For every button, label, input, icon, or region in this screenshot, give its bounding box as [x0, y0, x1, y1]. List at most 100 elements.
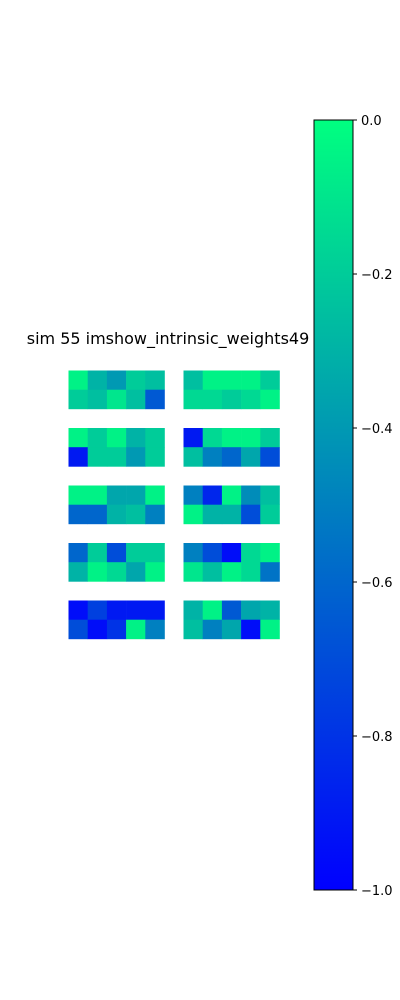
heatmap-cell [202, 504, 223, 525]
heatmap-cell [68, 447, 88, 467]
heatmap-cell [106, 485, 127, 505]
heatmap-panel-2 [183, 370, 280, 410]
heatmap-cell [145, 619, 165, 640]
heatmap-cell [183, 370, 203, 390]
heatmap-cell [68, 562, 88, 582]
heatmap-cell [87, 543, 108, 563]
heatmap-cell [106, 600, 127, 620]
heatmap-cell [145, 485, 165, 505]
heatmap-cell [106, 428, 127, 448]
heatmap-cell [260, 370, 280, 390]
heatmap-cell [126, 504, 146, 525]
heatmap-cell [87, 447, 108, 467]
heatmap-cell [241, 600, 261, 620]
heatmap-cell [241, 485, 261, 505]
heatmap-cell [126, 447, 146, 467]
heatmap-cell [260, 562, 280, 582]
heatmap-cell [68, 428, 88, 448]
heatmap-cell [221, 370, 242, 390]
heatmap-cell [145, 600, 165, 620]
heatmap-cell [241, 370, 261, 390]
heatmap-cell [106, 543, 127, 563]
heatmap-panel-10 [183, 600, 280, 640]
heatmap-cell [183, 428, 203, 448]
heatmap-cell [126, 370, 146, 390]
heatmap-cell [202, 447, 223, 467]
heatmap-cell [87, 619, 108, 640]
heatmap-cell [183, 543, 203, 563]
heatmap-cell [241, 619, 261, 640]
heatmap-cell [68, 485, 88, 505]
heatmap-panel-6 [183, 485, 280, 525]
heatmap-cell [106, 562, 127, 582]
heatmap-cell [260, 543, 280, 563]
heatmap-cell [87, 562, 108, 582]
heatmap-cell [183, 562, 203, 582]
heatmap-panel-8 [183, 543, 280, 582]
heatmap-cell [260, 389, 280, 410]
colorbar-tick-label: −0.8 [361, 730, 393, 745]
heatmap-cell [202, 428, 223, 448]
heatmap-cell [241, 428, 261, 448]
heatmap-cell [221, 485, 242, 505]
heatmap-cell [221, 619, 242, 640]
heatmap-cell [183, 485, 203, 505]
heatmap-cell [221, 504, 242, 525]
heatmap-cell [221, 543, 242, 563]
colorbar-tick-label: 0.0 [361, 114, 382, 129]
heatmap-cell [260, 619, 280, 640]
heatmap-cell [87, 389, 108, 410]
heatmap-cell [106, 619, 127, 640]
heatmap-cell [126, 600, 146, 620]
heatmap-panel-9 [68, 600, 165, 640]
heatmap-cell [145, 370, 165, 390]
heatmap-cell [260, 485, 280, 505]
heatmap-cell [68, 600, 88, 620]
heatmap-cell [202, 562, 223, 582]
colorbar-ticks: 0.0 −0.2 −0.4 −0.6 −0.8 −1.0 [353, 114, 393, 899]
heatmap-panel-4 [183, 428, 280, 467]
heatmap-cell [106, 370, 127, 390]
heatmap-cell [68, 389, 88, 410]
colorbar-tick-label: −1.0 [361, 884, 393, 899]
heatmap-cell [68, 543, 88, 563]
heatmap-panel-5 [68, 485, 165, 525]
heatmap-cell [241, 447, 261, 467]
heatmap-cell [87, 370, 108, 390]
heatmap-cell [183, 619, 203, 640]
colorbar-tick-label: −0.2 [361, 268, 393, 283]
heatmap-cell [87, 428, 108, 448]
chart-title: sim 55 imshow_intrinsic_weights49 [27, 329, 310, 349]
heatmap-cell [126, 562, 146, 582]
heatmap-cell [126, 428, 146, 448]
heatmap-cell [106, 447, 127, 467]
heatmap-cell [145, 447, 165, 467]
heatmap-cell [241, 504, 261, 525]
heatmap-cell [145, 562, 165, 582]
heatmap-cell [221, 447, 242, 467]
heatmap-cell [68, 370, 88, 390]
heatmap-cell [183, 389, 203, 410]
colorbar-gradient [313, 119, 354, 891]
heatmap-cell [202, 370, 223, 390]
heatmap-cell [260, 504, 280, 525]
colorbar-tick-label: −0.4 [361, 422, 393, 437]
heatmap-cell [202, 600, 223, 620]
heatmap-cell [145, 428, 165, 448]
heatmap-cell [221, 600, 242, 620]
heatmap-cell [126, 543, 146, 563]
heatmap-cell [145, 389, 165, 410]
heatmap-cell [87, 600, 108, 620]
heatmap-cell [87, 485, 108, 505]
heatmap-cell [221, 562, 242, 582]
heatmap-cell [202, 389, 223, 410]
heatmap-cell [202, 485, 223, 505]
heatmap-cell [106, 504, 127, 525]
heatmap-cell [145, 504, 165, 525]
heatmap-cell [87, 504, 108, 525]
heatmap-cell [241, 543, 261, 563]
heatmap-cell [221, 389, 242, 410]
heatmap-cell [183, 447, 203, 467]
colorbar-tick-label: −0.6 [361, 576, 393, 591]
